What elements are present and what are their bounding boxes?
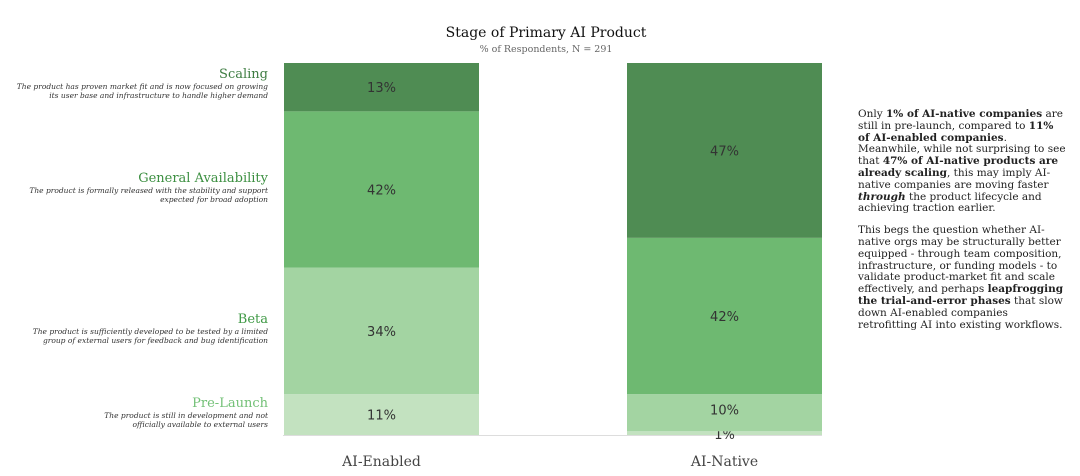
stage-description-scaling-line-1: The product has proven market fit and is…: [16, 82, 268, 91]
data-label-ai-native-beta: 10%: [710, 404, 739, 419]
data-label-ai-enabled-scaling: 13%: [367, 81, 396, 96]
commentary-paragraph-1: Only 1% of AI-native companies are still…: [858, 108, 1068, 215]
commentary-p2-run-1: This begs the question whether AI-native…: [858, 224, 1062, 296]
commentary-p1-run-2: 1% of AI-native companies: [886, 108, 1043, 120]
stage-description-scaling-line-2: its user base and infrastructure to hand…: [49, 91, 268, 100]
bar-segment-ai-native-pre-launch: [627, 431, 822, 435]
stage-description-pre-launch-line-1: The product is still in development and …: [104, 411, 268, 421]
stage-name-general-availability: General Availability: [138, 171, 268, 187]
stage-name-beta: Beta: [237, 311, 268, 327]
stage-description-beta-line-2: group of external users for feedback and…: [42, 335, 268, 345]
x-tick-label-ai-enabled: AI-Enabled: [341, 454, 421, 470]
data-label-ai-enabled-beta: 34%: [367, 325, 396, 340]
commentary-p1-run-1: Only: [858, 108, 886, 120]
data-label-ai-native-general-availability: 42%: [710, 310, 739, 325]
chart-title: Stage of Primary AI Product: [446, 25, 647, 41]
commentary-p1-run-3: are still in pre-launch, compared to: [858, 108, 1063, 132]
data-label-ai-native-pre-launch: 1%: [714, 428, 735, 443]
stage-name-pre-launch: Pre-Launch: [192, 396, 268, 412]
commentary-p1-run-6: 47% of AI-native products are already sc…: [858, 155, 1059, 179]
stage-label-beta: Beta The product is sufficiently develope…: [33, 312, 268, 345]
bar-segment-ai-enabled-general-availability: [284, 111, 479, 268]
bar-segment-ai-enabled-beta: [284, 267, 479, 395]
data-label-ai-enabled-pre-launch: 11%: [367, 409, 396, 424]
chart-subtitle: % of Respondents, N = 291: [480, 44, 613, 55]
bar-segment-ai-native-scaling: [627, 63, 822, 238]
bar-segment-ai-native-general-availability: [627, 237, 822, 395]
commentary-p1-run-8: through: [858, 190, 906, 203]
data-label-ai-enabled-general-availability: 42%: [367, 183, 396, 198]
commentary-p2-run-3: that slow down AI-enabled companies retr…: [858, 294, 1063, 331]
commentary-p1-run-7: , this may imply AI-native companies are…: [858, 166, 1051, 191]
commentary-p2-run-2: leapfrogging the trial-and-error phases: [858, 283, 1064, 307]
data-label-ai-native-scaling: 47%: [710, 144, 739, 159]
bar-segment-ai-native-beta: [627, 394, 822, 432]
bar-segment-ai-enabled-scaling: [284, 63, 479, 112]
stage-name-scaling: Scaling: [219, 67, 268, 82]
commentary-paragraph-2: This begs the question whether AI-native…: [858, 224, 1068, 331]
commentary-p1-run-4: 11% of AI-enabled companies: [858, 119, 1054, 144]
x-tick-label-ai-native: AI-Native: [690, 454, 758, 470]
commentary-p1-run-9: the product lifecycle and achieving trac…: [858, 190, 1042, 215]
bars-group: 11% 34% 42% 13% AI-Enabled 1% 10% 42% 47% AI-Nati…: [284, 63, 822, 470]
stage-description-general-availability-line-2: expected for broad adoption: [160, 195, 268, 205]
stage-label-pre-launch: Pre-Launch The product is still in develo…: [104, 396, 268, 429]
commentary-panel: Only 1% of AI-native companies are still…: [858, 108, 1068, 341]
bar-segment-ai-enabled-pre-launch: [284, 394, 479, 435]
stage-description-pre-launch-line-2: officially available to external users: [132, 420, 268, 430]
stage-label-general-availability: General Availability The product is forma…: [29, 171, 268, 204]
stage-label-scaling: Scaling The product has proven market fit…: [17, 67, 268, 100]
stage-description-general-availability-line-1: The product is formally released with th…: [29, 186, 268, 196]
stage-description-beta-line-1: The product is sufficiently developed to…: [32, 326, 268, 336]
commentary-p1-run-5: . Meanwhile, while not surprising to see…: [858, 131, 1066, 168]
